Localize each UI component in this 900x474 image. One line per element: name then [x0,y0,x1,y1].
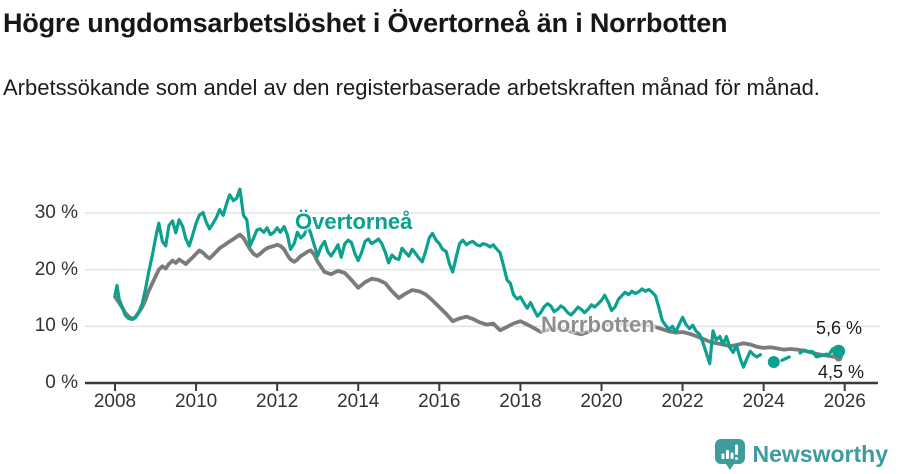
x-axis-tick-label: 2018 [499,391,542,412]
series-line-övertorneå [113,187,763,369]
series-marker-övertorneå [832,344,846,358]
newsworthy-branding: Newsworthy [714,436,888,472]
y-axis-tick-label: 30 % [34,202,78,224]
series-line-övertorneå [780,353,796,362]
x-axis-tick-label: 2024 [742,391,785,412]
x-axis-tick-label: 2020 [580,391,623,412]
y-axis-tick-label: 0 % [45,372,78,393]
y-axis-tick-label: 20 % [34,258,78,280]
series-label-norrbotten: Norrbotten [541,312,655,337]
x-axis-tick-label: 2026 [823,391,866,412]
chart-subtitle: Arbetssökande som andel av den registerb… [3,75,820,100]
series-label-overtornea: Övertorneå [295,209,413,234]
brand-wordmark: Newsworthy [752,440,888,467]
end-value-label-overtornea: 5,6 % [816,318,863,338]
series-marker-övertorneå [767,356,780,369]
x-axis-tick-label: 2010 [174,391,218,412]
x-axis-tick-label: 2008 [93,391,137,412]
series-line-övertorneå [798,348,823,359]
x-axis-tick-label: 2022 [661,391,704,412]
x-axis-tick-label: 2016 [418,391,461,412]
series-line-norrbotten [113,232,841,360]
x-axis-tick-label: 2014 [337,391,380,412]
chart-title: Högre ungdomsarbetslöshet i Övertorneå ä… [3,8,728,38]
x-axis-tick-label: 2012 [256,391,299,412]
y-axis-tick-label: 10 % [34,315,78,337]
newsworthy-logo-icon [714,438,745,470]
series-line-övertorneå [818,352,829,358]
end-value-label-norrbotten: 4,5 % [818,362,865,382]
